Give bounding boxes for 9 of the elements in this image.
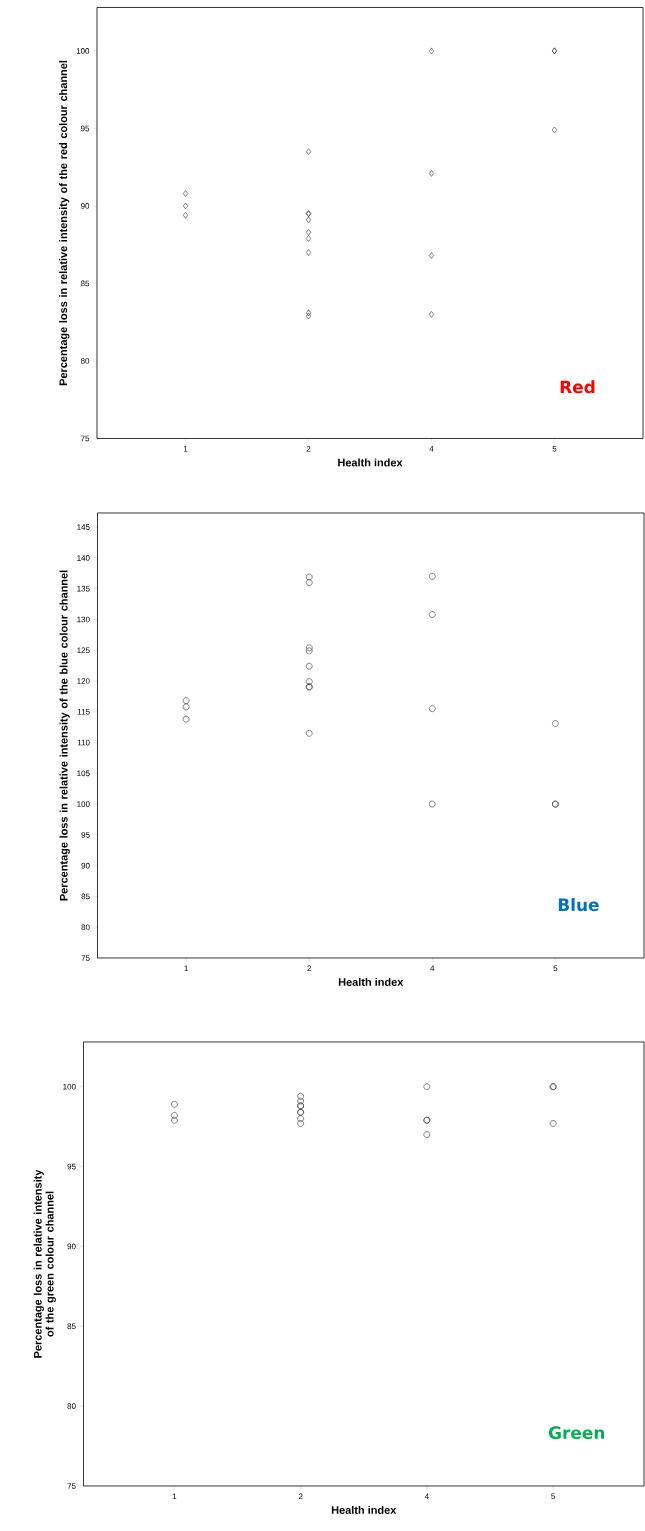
y-axis-title: Percentage loss in relative intensity of the red colour channel <box>59 60 70 386</box>
x-axis-title: Health index <box>338 458 403 467</box>
x-axis-title: Health index <box>338 977 404 986</box>
y-axis-title: Percentage loss in relative intensity of the blue colour channel <box>59 570 70 901</box>
annotation: Green <box>548 1426 605 1440</box>
y-axis-title: Percentage loss in relative intensity of the green colour channel <box>33 1169 56 1358</box>
x-axis-title: Health index <box>331 1505 397 1514</box>
annotation: Red <box>560 380 595 394</box>
annotation: Blue <box>558 898 599 912</box>
